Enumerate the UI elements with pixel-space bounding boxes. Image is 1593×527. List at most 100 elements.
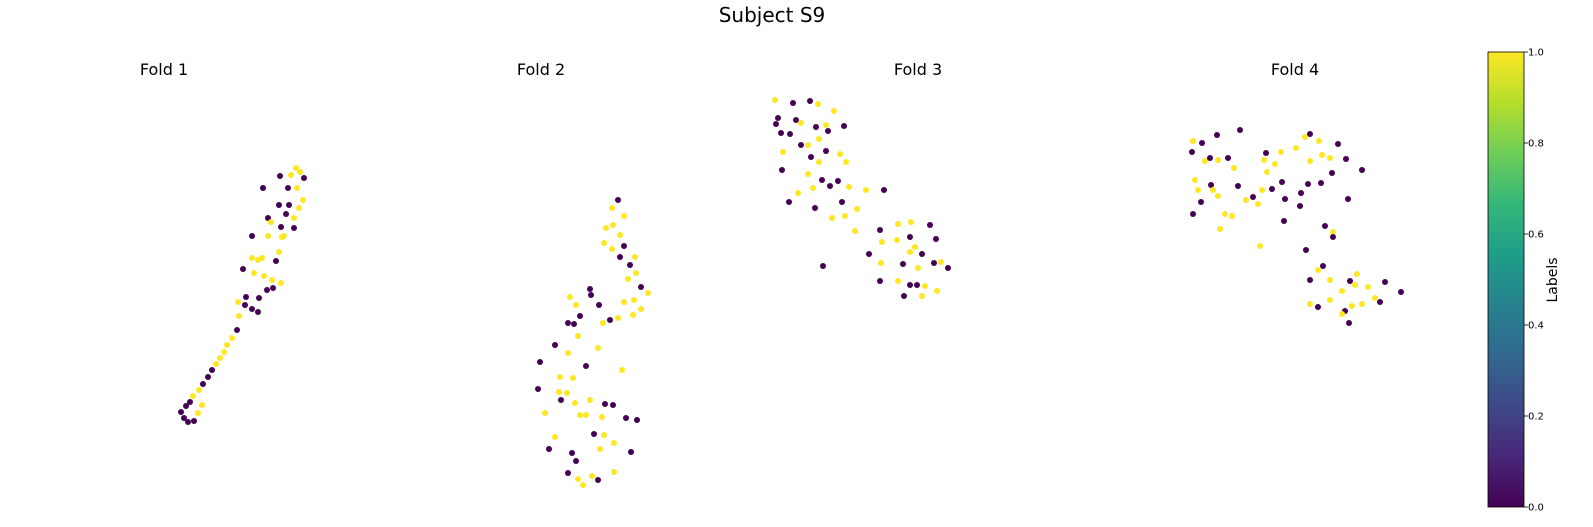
scatter-point: [265, 233, 271, 239]
scatter-point: [1398, 289, 1404, 295]
scatter-point: [269, 277, 275, 283]
colorbar-tick-label: 0.4: [1528, 321, 1544, 332]
scatter-point: [839, 199, 845, 205]
scatter-point: [780, 149, 786, 155]
scatter-point: [1214, 132, 1220, 138]
scatter-point: [1190, 211, 1196, 217]
scatter-point: [812, 205, 818, 211]
scatter-point: [895, 278, 901, 284]
scatter-point: [240, 266, 246, 272]
scatter-point: [1257, 243, 1263, 249]
scatter-point: [837, 151, 843, 157]
colorbar-tick-label: 0.8: [1528, 139, 1544, 150]
scatter-point: [881, 187, 887, 193]
panel-fold-4: Fold 4: [1189, 60, 1404, 326]
scatter-point: [623, 415, 629, 421]
scatter-point: [291, 215, 297, 221]
scatter-point: [195, 410, 201, 416]
scatter-point: [919, 251, 925, 257]
scatter-point: [934, 288, 940, 294]
scatter-point: [588, 292, 594, 298]
scatter-point: [1343, 156, 1349, 162]
scatter-point: [567, 294, 573, 300]
scatter-point: [1210, 187, 1216, 193]
scatter-point: [575, 476, 581, 482]
scatter-point: [583, 412, 589, 418]
scatter-point: [1199, 140, 1205, 146]
scatter-point: [601, 240, 607, 246]
scatter-point: [831, 108, 837, 114]
scatter-point: [575, 333, 581, 339]
scatter-point: [235, 299, 241, 305]
scatter-point: [1359, 301, 1365, 307]
scatter-point: [816, 136, 822, 142]
scatter-point: [602, 401, 608, 407]
scatter-point: [1315, 267, 1321, 273]
scatter-point: [1320, 263, 1326, 269]
scatter-point: [1359, 167, 1365, 173]
scatter-point: [1263, 150, 1269, 156]
scatter-point: [617, 254, 623, 260]
scatter-point: [577, 313, 583, 319]
scatter-point: [288, 172, 294, 178]
scatter-point: [200, 381, 206, 387]
scatter-point: [1261, 157, 1267, 163]
scatter-point: [1215, 193, 1221, 199]
scatter-point: [1217, 226, 1223, 232]
scatter-point: [285, 185, 291, 191]
colorbar-tick-label: 0.6: [1528, 230, 1544, 241]
scatter-point: [300, 197, 306, 203]
scatter-point: [912, 244, 918, 250]
panel-fold-1: Fold 1: [140, 60, 307, 425]
scatter-point: [778, 130, 784, 136]
scatter-point: [775, 115, 781, 121]
scatter-point: [595, 477, 601, 483]
scatter-point: [255, 257, 261, 263]
scatter-point: [1192, 177, 1198, 183]
panel-fold-2: Fold 2: [517, 60, 651, 488]
scatter-point: [1243, 197, 1249, 203]
scatter-point: [571, 321, 577, 327]
scatter-point: [609, 205, 615, 211]
scatter-point: [630, 312, 636, 318]
scatter-point: [600, 320, 606, 326]
scatter-point: [901, 293, 907, 299]
scatter-point: [1352, 282, 1358, 288]
scatter-point: [1354, 271, 1360, 277]
scatter-point: [621, 243, 627, 249]
scatter-point: [261, 273, 267, 279]
scatter-point: [558, 397, 564, 403]
scatter-point: [1329, 170, 1335, 176]
scatter-point: [1189, 149, 1195, 155]
scatter-point: [603, 225, 609, 231]
scatter-point: [1297, 203, 1303, 209]
scatter-point: [790, 100, 796, 106]
scatter-point: [607, 317, 613, 323]
scatter-point: [627, 262, 633, 268]
scatter-point: [805, 171, 811, 177]
scatter-point: [1330, 234, 1336, 240]
scatter-point: [283, 211, 289, 217]
scatter-point: [1281, 218, 1287, 224]
scatter-point: [190, 393, 196, 399]
scatter-point: [810, 185, 816, 191]
scatter-point: [1327, 155, 1333, 161]
scatter-point: [879, 239, 885, 245]
scatter-point: [185, 419, 191, 425]
scatter-point: [270, 285, 276, 291]
scatter-point: [633, 270, 639, 276]
scatter-point: [815, 101, 821, 107]
scatter-point: [1335, 141, 1341, 147]
scatter-point: [621, 299, 627, 305]
scatter-point: [1372, 295, 1378, 301]
scatter-point: [927, 222, 933, 228]
scatter-point: [842, 213, 848, 219]
scatter-point: [587, 286, 593, 292]
scatter-point: [535, 386, 541, 392]
scatter-point: [1349, 303, 1355, 309]
scatter-point: [249, 306, 255, 312]
panel-fold-3: Fold 3: [772, 60, 951, 299]
scatter-point: [632, 254, 638, 260]
scatter-point: [1305, 181, 1311, 187]
